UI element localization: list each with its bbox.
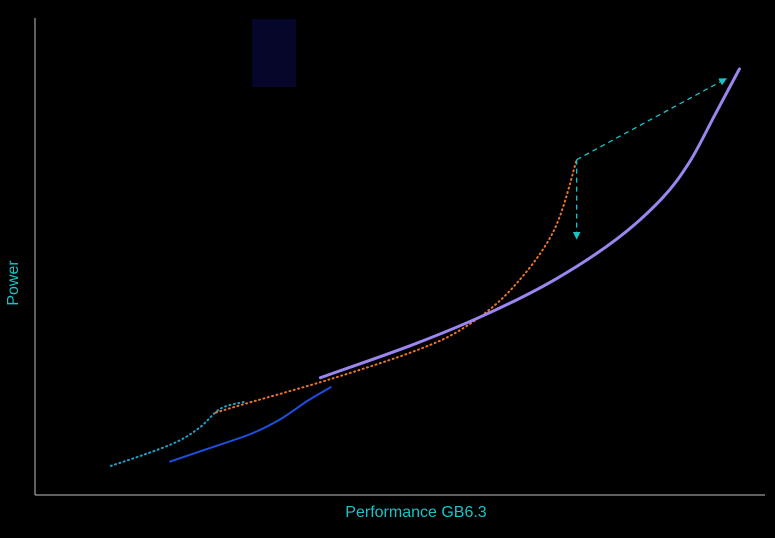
series-line-2	[169, 386, 332, 463]
series-layer	[109, 67, 741, 467]
series-line-1	[109, 401, 245, 467]
annotation-layer	[572, 78, 727, 240]
highlight-box	[252, 19, 296, 87]
x-axis-label: Performance GB6.3	[345, 504, 487, 521]
series-line-3	[215, 158, 578, 414]
y-axis-label: Power	[5, 260, 22, 306]
series-line-4	[318, 67, 741, 380]
annotation-arrow-2	[576, 78, 727, 161]
